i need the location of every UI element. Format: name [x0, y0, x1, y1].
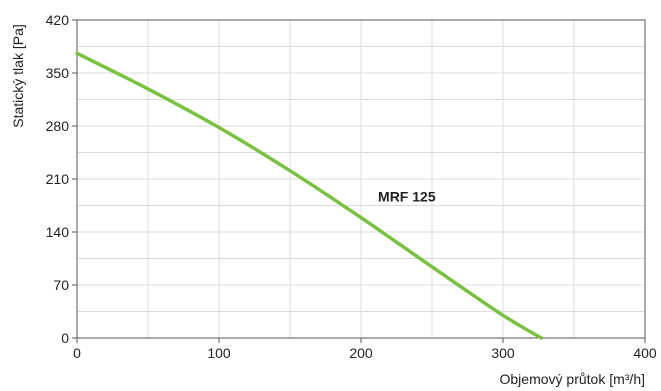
y-tick-label: 0: [61, 330, 69, 346]
y-axis-label: Statický tlak [Pa]: [10, 24, 26, 127]
y-tick-label: 70: [53, 277, 69, 293]
x-tick-label: 400: [633, 345, 657, 361]
series-label: MRF 125: [378, 189, 436, 205]
y-tick-labels: 0 70 140 210 280 350 420: [46, 12, 70, 346]
y-tick-label: 350: [46, 65, 70, 81]
x-tick-label: 200: [349, 345, 373, 361]
x-axis-label: Objemový průtok [m³/h]: [500, 371, 646, 387]
x-tick-label: 100: [207, 345, 231, 361]
series-line: [75, 51, 544, 340]
y-tick-label: 420: [46, 12, 70, 28]
y-tick-label: 210: [46, 171, 70, 187]
axes: [72, 19, 646, 343]
series-layer: MRF 125: [75, 51, 544, 340]
y-tick-label: 280: [46, 118, 70, 134]
y-tick-label: 140: [46, 224, 70, 240]
x-tick-labels: 0 100 200 300 400: [73, 345, 657, 361]
x-tick-label: 0: [73, 345, 81, 361]
x-tick-label: 300: [491, 345, 515, 361]
